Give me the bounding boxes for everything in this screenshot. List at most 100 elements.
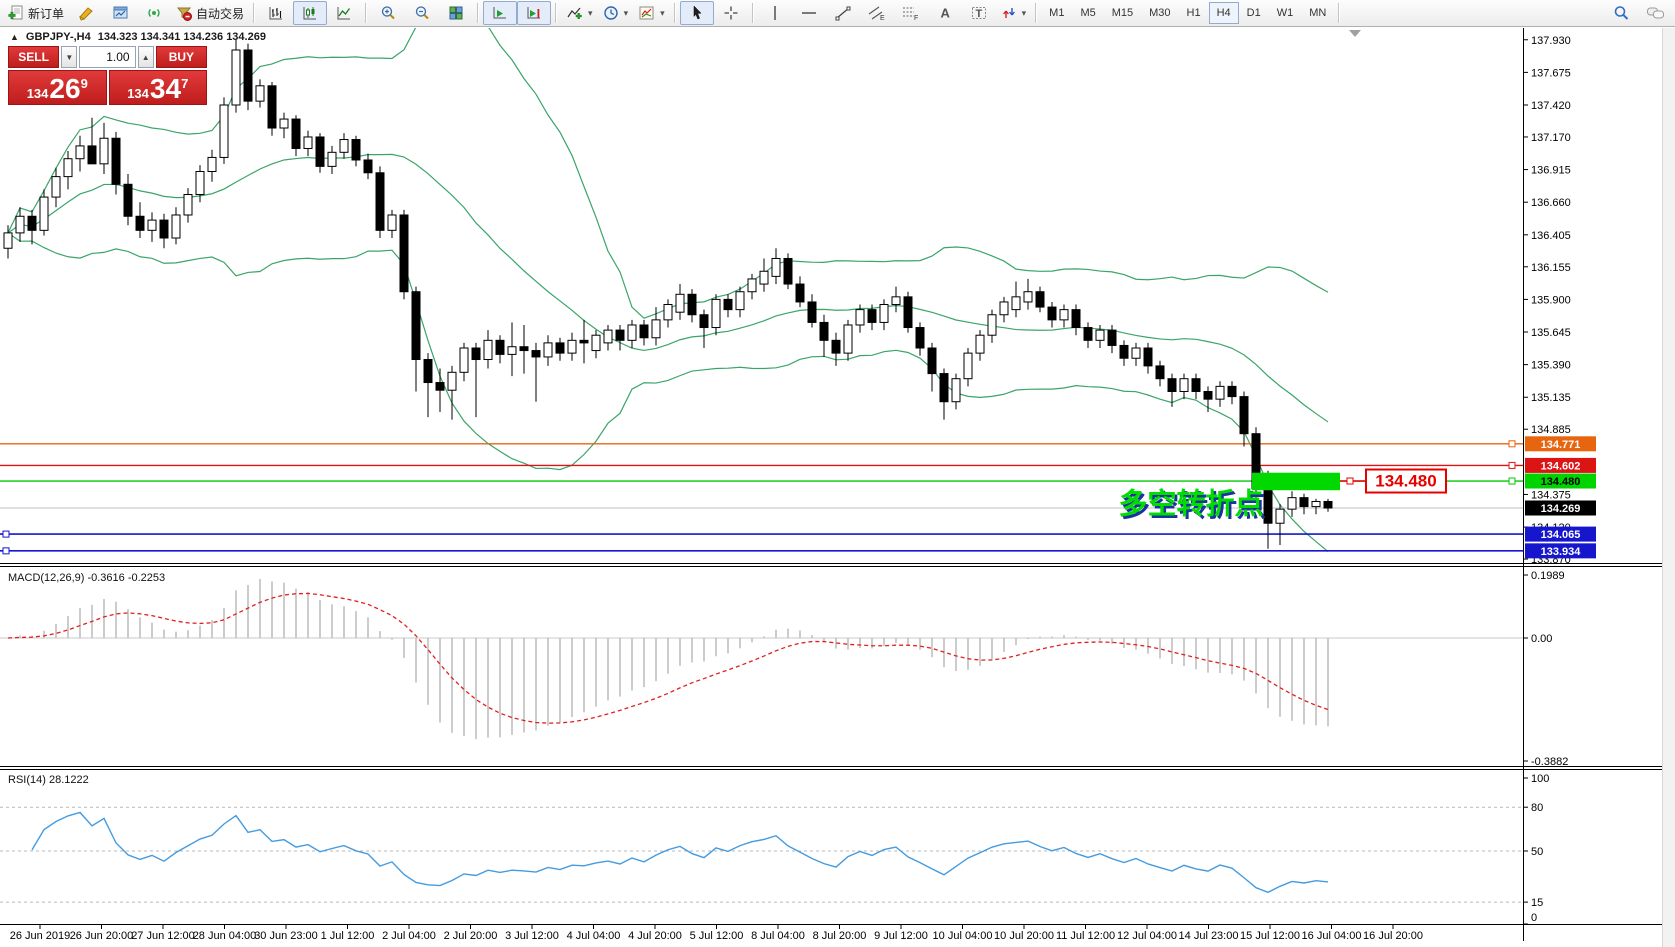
callout-handle[interactable]	[1346, 477, 1354, 485]
indicators-dropdown-caret[interactable]: ▾	[588, 7, 593, 18]
candle-body	[387, 214, 397, 231]
candle-body	[1107, 329, 1117, 346]
hline-handle[interactable]	[1508, 440, 1516, 448]
hline-handle[interactable]	[2, 530, 10, 538]
price-callout-text: 134.480	[1375, 472, 1436, 491]
sell-price-prefix: 134	[26, 86, 49, 101]
window-scrollbar[interactable]	[1662, 28, 1675, 947]
signals-button[interactable]	[137, 1, 171, 25]
candle-body	[159, 219, 169, 239]
tile-windows-button[interactable]	[439, 1, 473, 25]
candle-body	[243, 49, 253, 102]
chat-button[interactable]	[1638, 1, 1672, 25]
equidistant-channel-tool-button[interactable]: E	[860, 1, 894, 25]
price-callout-box[interactable]	[1365, 468, 1447, 494]
candle-body	[315, 136, 325, 167]
collapse-panel-icon[interactable]: ▲	[10, 32, 19, 42]
zoom-out-button[interactable]	[405, 1, 439, 25]
tab-timeframe-w1[interactable]: W1	[1276, 7, 1294, 19]
auto-scroll-button[interactable]	[483, 1, 518, 25]
tab-timeframe-m5[interactable]: M5	[1080, 7, 1096, 19]
candle-body	[111, 137, 121, 185]
candle-body	[135, 215, 145, 231]
sell-price-button[interactable]: 134 26 9	[8, 70, 107, 105]
bar-chart-button[interactable]	[259, 1, 293, 25]
candle-body	[327, 151, 337, 167]
candle-body	[1275, 508, 1285, 524]
time-axis-label: 14 Jul 23:00	[1179, 930, 1239, 942]
new-order-button[interactable]: 新订单	[3, 1, 69, 25]
chart-profiles-button[interactable]	[103, 1, 137, 25]
volume-input[interactable]: 1.00	[79, 46, 136, 68]
search-button[interactable]	[1604, 1, 1638, 25]
candlestick-chart-button[interactable]	[293, 1, 328, 25]
periods-button[interactable]: ▾	[598, 1, 634, 25]
buy-price-button[interactable]: 134 34 7	[108, 70, 207, 105]
horizontal-line-tool-button[interactable]	[792, 1, 826, 25]
chart-shift-marker-icon[interactable]	[1349, 30, 1361, 37]
toolbar-separator	[365, 3, 368, 23]
svg-text:A: A	[941, 6, 951, 21]
text-tool-button[interactable]: A	[928, 1, 962, 25]
arrows-dropdown-caret[interactable]: ▾	[1021, 7, 1027, 18]
turning-point-annotation[interactable]: 多空转折点	[1119, 487, 1264, 521]
candle-body	[1035, 291, 1045, 308]
volume-decrease-button[interactable]: ▼	[61, 46, 78, 68]
fibonacci-icon: F	[903, 7, 918, 21]
turning-zone-rectangle[interactable]	[1252, 472, 1340, 491]
line-chart-button[interactable]	[327, 1, 361, 25]
candle-body	[1311, 500, 1321, 508]
periods-dropdown-caret[interactable]: ▾	[623, 7, 629, 18]
crosshair-tool-button[interactable]	[714, 1, 748, 25]
templates-dropdown-caret[interactable]: ▾	[660, 7, 665, 18]
candle-body	[483, 339, 493, 361]
hline-handle[interactable]	[1508, 461, 1516, 469]
trendline-tool-button[interactable]	[826, 1, 860, 25]
candle-body	[435, 382, 445, 391]
sell-button[interactable]: SELL	[8, 46, 60, 68]
price-badge-text: 133.934	[1541, 546, 1582, 558]
rsi-axis-label: 0	[1531, 912, 1537, 924]
crayon-button[interactable]	[69, 1, 103, 25]
chart-shift-button[interactable]	[517, 1, 552, 25]
arrows-tool-button[interactable]: ▾	[996, 1, 1032, 25]
hline-handle[interactable]	[1508, 477, 1516, 485]
tab-timeframe-mn[interactable]: MN	[1309, 7, 1327, 19]
templates-button[interactable]: ▾	[633, 1, 670, 25]
tab-timeframe-h4[interactable]: H4	[1208, 2, 1239, 24]
time-axis-label: 1 Jul 12:00	[321, 930, 375, 942]
candle-body	[1179, 378, 1189, 392]
fibonacci-tool-button[interactable]: F	[894, 1, 928, 25]
auto-trading-button[interactable]: 自动交易	[171, 1, 249, 25]
candle-body	[735, 291, 745, 311]
text-icon: A	[941, 6, 951, 21]
candle-body	[1131, 347, 1141, 359]
rsi-axis-label: 50	[1531, 846, 1543, 858]
price-badge: 134.480	[1525, 473, 1596, 489]
indicators-button[interactable]: ▾	[561, 1, 598, 25]
tab-timeframe-m15[interactable]: M15	[1111, 7, 1134, 19]
tab-timeframe-m30[interactable]: M30	[1149, 7, 1171, 19]
cursor-tool-button[interactable]	[679, 1, 714, 25]
auto-trading-icon	[176, 7, 193, 21]
buy-button[interactable]: BUY	[155, 46, 207, 68]
time-axis-label: 28 Jun 04:00	[193, 930, 257, 942]
candle-body	[699, 314, 709, 329]
volume-increase-button[interactable]: ▲	[137, 46, 154, 68]
vertical-line-tool-button[interactable]	[758, 1, 792, 25]
time-axis-label: 8 Jul 04:00	[751, 930, 805, 942]
tab-timeframe-d1[interactable]: D1	[1246, 7, 1261, 19]
candle-body	[663, 304, 673, 321]
candle-body	[867, 309, 877, 323]
crosshair-icon	[724, 6, 738, 20]
hline-handle[interactable]	[2, 547, 10, 555]
zoom-in-button[interactable]	[371, 1, 405, 25]
time-axis-label: 16 Jul 20:00	[1363, 930, 1423, 942]
text-label-tool-button[interactable]: T	[962, 1, 996, 25]
tab-timeframe-m1[interactable]: M1	[1049, 7, 1065, 19]
tab-timeframe-h1[interactable]: H1	[1186, 7, 1201, 19]
candle-body	[891, 296, 901, 306]
candle-body	[99, 137, 109, 165]
price-badge-text: 134.602	[1541, 460, 1581, 472]
